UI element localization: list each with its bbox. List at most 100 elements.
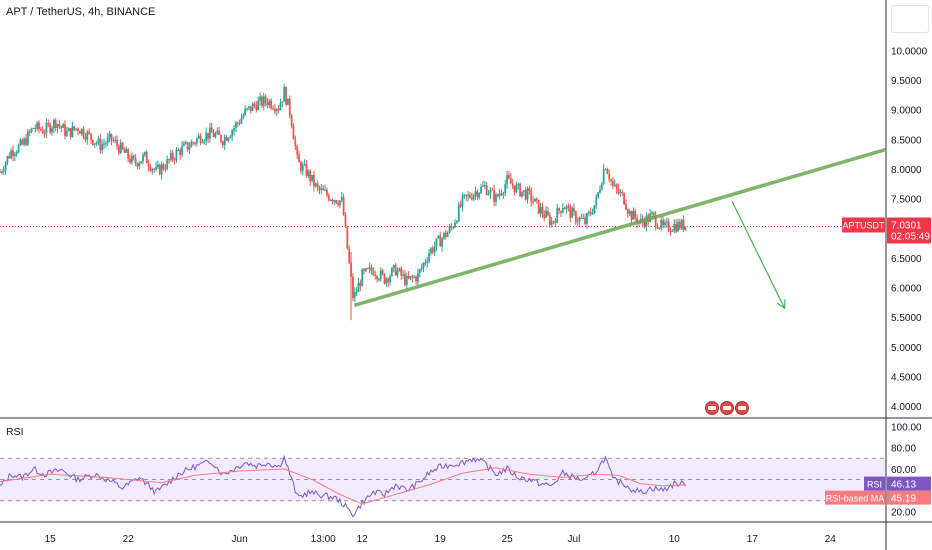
candle-body xyxy=(352,276,354,299)
candle-body xyxy=(272,108,274,110)
candle-body xyxy=(62,124,65,128)
candle-body xyxy=(335,200,338,204)
candle-body xyxy=(32,128,35,130)
dividend-flag-icon[interactable] xyxy=(735,401,749,415)
candle-body xyxy=(496,194,499,197)
candle xyxy=(379,267,382,282)
candle xyxy=(132,154,135,161)
rsi-value-labels: RSI 46.13 RSI-based MA 45.19 xyxy=(825,476,931,505)
candle-body xyxy=(201,142,204,144)
candle-body xyxy=(108,133,111,138)
candle-body xyxy=(617,188,620,194)
candle xyxy=(262,92,265,111)
candle xyxy=(472,193,475,202)
candle xyxy=(402,269,404,280)
candle-body xyxy=(680,219,683,229)
candle-body xyxy=(190,142,193,148)
candle xyxy=(651,210,653,218)
time-tick-label: 15 xyxy=(45,534,57,545)
candle xyxy=(26,128,29,147)
candle-body xyxy=(127,149,130,159)
candle-body xyxy=(13,154,16,157)
candle xyxy=(329,198,332,202)
candle-body xyxy=(326,189,328,196)
candle-body xyxy=(173,159,176,161)
candle xyxy=(389,273,391,286)
candle xyxy=(541,202,544,219)
candle xyxy=(62,122,65,129)
candle xyxy=(249,106,252,114)
dividend-flag-icon[interactable] xyxy=(705,401,719,415)
candle-body xyxy=(500,193,503,195)
candle xyxy=(346,226,349,250)
candle-body xyxy=(552,221,555,223)
candle xyxy=(368,262,371,274)
candle-body xyxy=(51,128,53,133)
price-axis[interactable]: 10.500010.00009.50009.00008.50008.00007.… xyxy=(891,17,928,413)
candle-body xyxy=(253,103,256,106)
candle xyxy=(236,121,239,128)
event-badges[interactable] xyxy=(705,401,749,415)
candle-body xyxy=(39,129,42,131)
candle xyxy=(43,129,46,139)
candle xyxy=(392,264,395,273)
candle-body xyxy=(368,267,371,269)
candle-body xyxy=(524,190,527,200)
candle-body xyxy=(305,163,308,177)
candle-body xyxy=(625,204,627,210)
candle-body xyxy=(550,221,553,225)
candle xyxy=(259,92,261,106)
candle-body xyxy=(240,118,243,124)
candle xyxy=(600,181,603,191)
candle xyxy=(212,129,215,138)
time-axis[interactable]: 15 22 Jun 13:00 12 19 25 Jul 10 17 24 xyxy=(45,534,837,545)
candle-body xyxy=(385,278,388,284)
projection-arrow[interactable] xyxy=(731,201,786,309)
price-tick-label: 5.5000 xyxy=(891,313,922,324)
candle xyxy=(119,139,122,154)
candle xyxy=(99,133,102,154)
chart-settings-button[interactable] xyxy=(891,5,929,33)
candle-body xyxy=(456,221,458,223)
candle-body xyxy=(156,164,159,167)
candle xyxy=(69,127,72,140)
candle-body xyxy=(67,128,70,132)
candle xyxy=(662,216,665,229)
candle-body xyxy=(444,232,447,237)
candle xyxy=(190,139,193,148)
candle xyxy=(151,167,154,175)
candle xyxy=(197,133,200,139)
candle xyxy=(433,241,436,257)
trendline[interactable] xyxy=(353,147,887,308)
candle xyxy=(474,186,477,200)
candle xyxy=(483,180,486,190)
candle xyxy=(569,203,572,223)
candle-body xyxy=(400,268,403,276)
candle-body xyxy=(30,128,33,133)
time-tick-label: Jun xyxy=(232,534,248,545)
rsi-value-box xyxy=(887,476,931,491)
rsi-ma-line xyxy=(0,467,686,505)
time-tick-label: 10 xyxy=(669,534,681,545)
candle xyxy=(91,139,94,146)
candle-body xyxy=(396,270,399,276)
candle-body xyxy=(307,171,310,177)
candle-body xyxy=(678,221,681,229)
candle-body xyxy=(420,267,423,270)
candle xyxy=(353,287,356,302)
candle xyxy=(90,133,92,145)
candle-body xyxy=(99,138,102,151)
candle xyxy=(292,123,295,140)
candle xyxy=(171,150,174,163)
candle xyxy=(140,161,143,164)
dividend-flag-icon[interactable] xyxy=(720,401,734,415)
candle-body xyxy=(78,130,81,134)
candle xyxy=(307,169,310,179)
candle-body xyxy=(532,201,534,203)
candle xyxy=(623,192,626,206)
candle-body xyxy=(270,100,273,109)
candle-body xyxy=(452,227,455,229)
candle xyxy=(513,185,516,196)
candle-body xyxy=(431,248,434,253)
